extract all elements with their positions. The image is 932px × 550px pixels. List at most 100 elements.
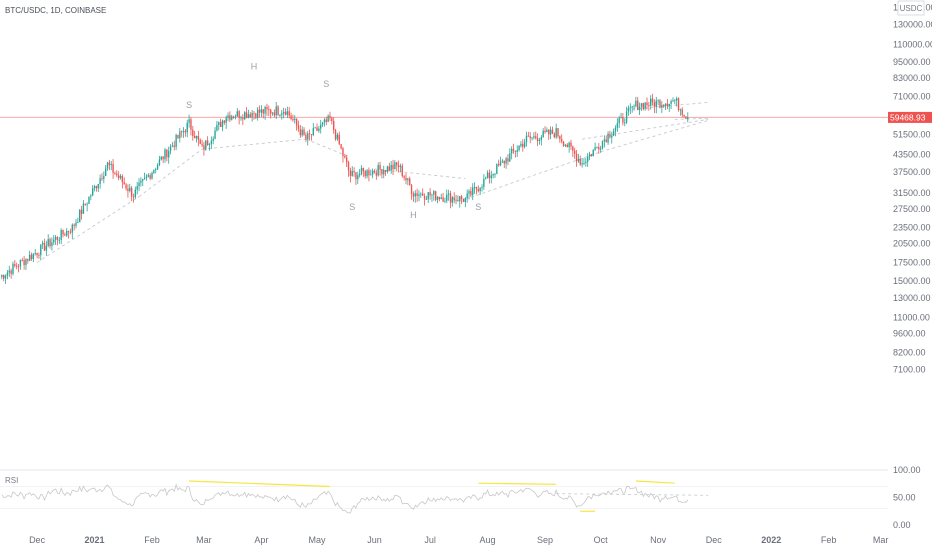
- candle: [244, 111, 246, 121]
- time-tick-label: Mar: [873, 535, 889, 545]
- candle: [116, 170, 118, 178]
- candle: [650, 95, 652, 110]
- candle: [60, 228, 62, 245]
- candle: [264, 105, 266, 120]
- time-tick-label: Feb: [144, 535, 160, 545]
- price-tick-label: 71000.00: [893, 91, 931, 101]
- candle: [353, 167, 355, 177]
- candle: [384, 169, 387, 176]
- candle: [232, 115, 235, 119]
- candle: [73, 223, 75, 231]
- candle: [642, 102, 644, 111]
- candle: [193, 130, 196, 139]
- candle: [488, 169, 491, 184]
- rsi-divergence-line: [478, 482, 557, 485]
- candle: [573, 147, 576, 159]
- candle: [407, 177, 409, 186]
- time-tick-label: Dec: [706, 535, 723, 545]
- candle: [206, 136, 209, 146]
- candle: [460, 194, 463, 205]
- pattern-label-head: H: [410, 210, 417, 220]
- candle: [30, 252, 33, 261]
- candle: [477, 185, 479, 193]
- candle: [675, 96, 678, 107]
- support-trendline: [138, 148, 203, 197]
- candle: [588, 151, 591, 161]
- time-tick-label: 2022: [761, 535, 781, 545]
- candle: [453, 192, 455, 204]
- candle: [277, 104, 279, 116]
- time-axis[interactable]: Dec 2021 Feb Mar Apr May Jun Jul Aug Sep Oct Nov Dec…: [29, 535, 888, 545]
- candle: [371, 168, 374, 179]
- price-tick-label: 8200.00: [893, 347, 926, 357]
- rsi-divergence-line: [635, 480, 675, 484]
- candle: [132, 193, 135, 203]
- candle: [51, 237, 53, 251]
- candle: [561, 134, 563, 144]
- price-tick-label: 15000.00: [893, 276, 931, 286]
- symbol-title: BTC/USDC, 1D, COINBASE: [5, 6, 106, 15]
- candle: [605, 135, 607, 143]
- candle: [104, 165, 107, 177]
- candle: [129, 183, 131, 193]
- candle: [14, 259, 16, 268]
- candle: [540, 135, 543, 146]
- candle: [127, 184, 129, 198]
- candle: [447, 189, 450, 201]
- candle: [358, 169, 361, 178]
- candle: [592, 149, 594, 157]
- candle: [596, 146, 598, 149]
- candle: [19, 259, 22, 270]
- candle: [622, 113, 624, 126]
- candle: [462, 198, 465, 203]
- price-tick-label: 37500.00: [893, 167, 931, 177]
- candle: [518, 145, 520, 152]
- candle: [27, 258, 29, 264]
- pattern-label-head: H: [251, 62, 258, 72]
- candle: [205, 139, 207, 151]
- candle: [258, 105, 261, 118]
- candle: [201, 139, 203, 148]
- candle: [286, 106, 289, 119]
- rsi-tick-label: 100.00: [893, 465, 921, 475]
- time-tick-label: Nov: [650, 535, 667, 545]
- candle: [269, 108, 272, 119]
- price-axis[interactable]: 150000.00130000.00110000.0095000.0083000…: [893, 3, 932, 375]
- candle: [598, 143, 600, 154]
- candle: [429, 188, 431, 200]
- candle: [327, 114, 329, 123]
- candle: [320, 119, 322, 134]
- candle: [577, 153, 580, 163]
- candle: [412, 191, 415, 202]
- candle: [486, 170, 489, 179]
- candle: [364, 169, 366, 179]
- candle: [525, 131, 528, 147]
- candle: [119, 173, 122, 180]
- candle: [45, 240, 48, 256]
- candle: [219, 118, 222, 128]
- candle: [338, 131, 340, 146]
- candle: [496, 163, 498, 175]
- candle: [103, 171, 105, 184]
- candle: [275, 102, 277, 120]
- candle: [54, 235, 57, 245]
- candle: [549, 126, 552, 140]
- candle: [575, 150, 578, 167]
- currency-box[interactable]: [897, 0, 925, 16]
- candle: [138, 178, 140, 192]
- candle: [168, 146, 170, 164]
- candle: [260, 105, 263, 118]
- candle: [66, 228, 68, 238]
- candle: [501, 159, 504, 163]
- candle: [223, 119, 226, 125]
- candle: [218, 121, 220, 131]
- price-tick-label: 31500.00: [893, 188, 931, 198]
- candle: [155, 167, 157, 174]
- candle: [227, 112, 229, 122]
- candle: [88, 196, 90, 204]
- candle: [240, 115, 242, 121]
- candle: [651, 93, 654, 106]
- candle: [377, 162, 379, 177]
- price-tick-label: 110000.00: [893, 39, 932, 49]
